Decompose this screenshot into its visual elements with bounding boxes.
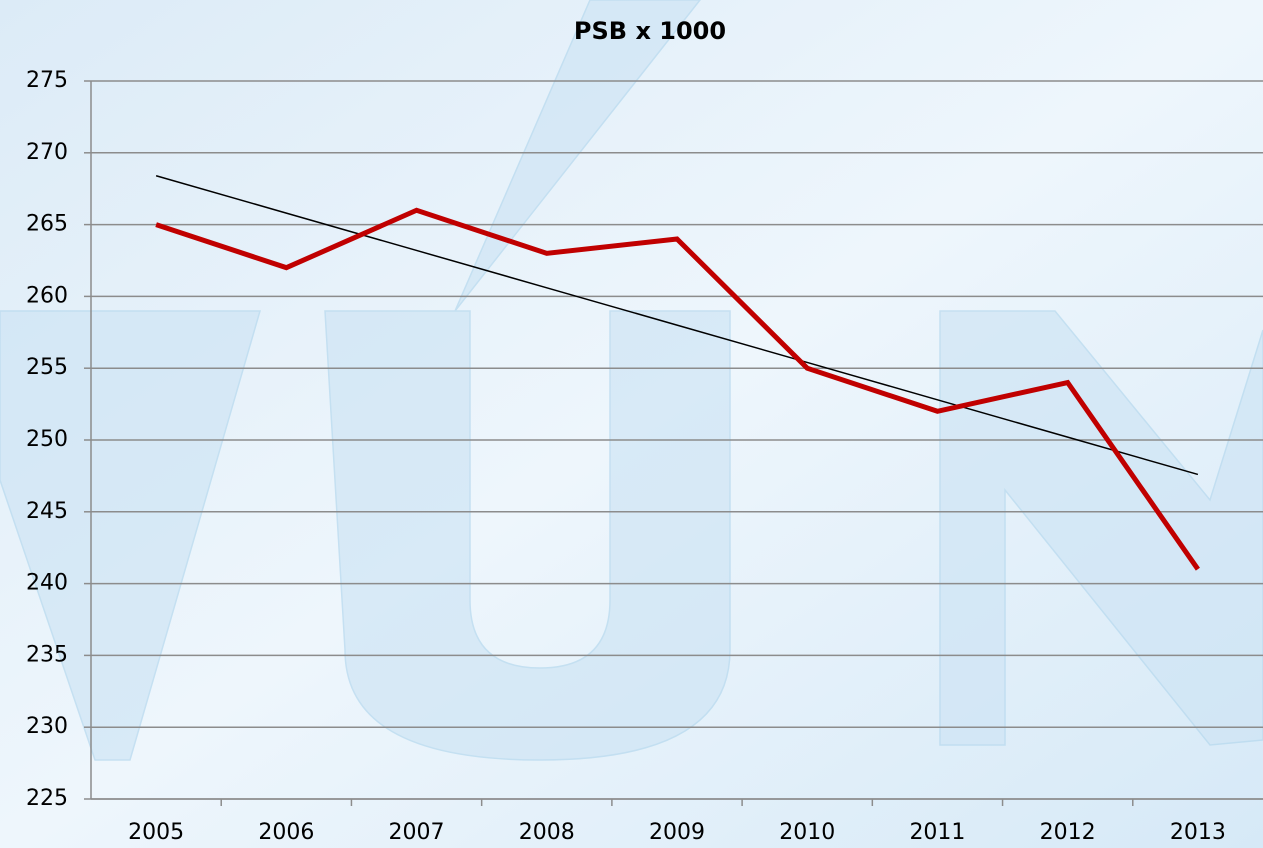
x-tick-label: 2010 [779, 820, 835, 845]
y-tick-label: 235 [26, 642, 68, 667]
x-tick-label: 2005 [128, 820, 184, 845]
x-tick-label: 2011 [909, 820, 965, 845]
y-tick-label: 265 [26, 212, 68, 237]
y-tick-label: 270 [26, 140, 68, 165]
y-tick-label: 275 [26, 68, 68, 93]
y-tick-label: 255 [26, 355, 68, 380]
y-tick-label: 250 [26, 427, 68, 452]
y-tick-label: 230 [26, 714, 68, 739]
y-tick-label: 260 [26, 283, 68, 308]
y-tick-label: 225 [26, 786, 68, 811]
x-tick-label: 2007 [389, 820, 445, 845]
data-line [155, 207, 1200, 571]
y-tick-label: 240 [26, 571, 68, 596]
y-tick-label: 245 [26, 499, 68, 524]
watermark [0, 0, 1263, 761]
trend-line [155, 175, 1199, 476]
x-tick-label: 2008 [519, 820, 575, 845]
x-tick-label: 2012 [1040, 820, 1096, 845]
chart-title: PSB x 1000 [574, 17, 726, 45]
x-tick-label: 2009 [649, 820, 705, 845]
x-tick-label: 2006 [258, 820, 314, 845]
x-tick-label: 2013 [1170, 820, 1226, 845]
